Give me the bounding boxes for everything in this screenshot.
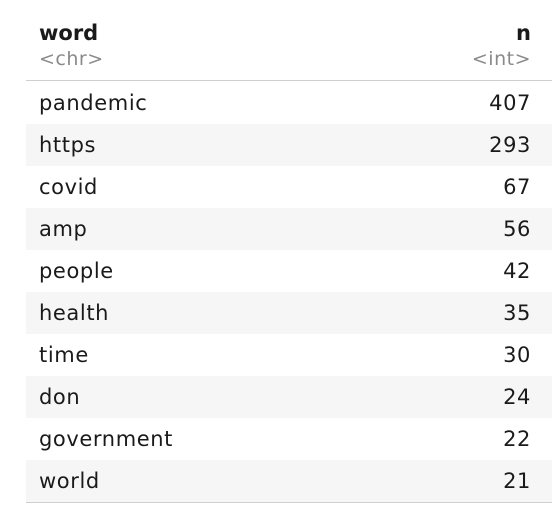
column-type: <int>: [471, 48, 531, 70]
table-row: amp 56: [26, 208, 552, 250]
table-row: time 30: [26, 334, 552, 376]
cell-word: don: [39, 385, 81, 409]
table-row: https 293: [26, 124, 552, 166]
table-header: word <chr> n <int>: [26, 20, 552, 81]
table-bottom-border: [26, 502, 552, 503]
table-body: pandemic 407 https 293 covid 67 amp 56 p…: [26, 81, 552, 502]
cell-word: people: [39, 259, 114, 283]
cell-word: covid: [39, 175, 98, 199]
table-row: don 24: [26, 376, 552, 418]
cell-word: health: [39, 301, 110, 325]
cell-word: government: [39, 427, 174, 451]
table-row: government 22: [26, 418, 552, 460]
column-name: word: [39, 21, 99, 45]
column-header-n[interactable]: n <int>: [472, 20, 531, 72]
column-header-word[interactable]: word <chr>: [39, 20, 104, 72]
cell-n: 21: [503, 469, 531, 493]
cell-word: world: [39, 469, 100, 493]
cell-n: 293: [489, 133, 531, 157]
cell-n: 42: [503, 259, 531, 283]
cell-word: pandemic: [39, 91, 148, 115]
cell-n: 67: [503, 175, 531, 199]
cell-n: 24: [503, 385, 531, 409]
cell-word: amp: [39, 217, 88, 241]
cell-n: 35: [503, 301, 531, 325]
cell-n: 22: [503, 427, 531, 451]
column-name: n: [516, 21, 531, 45]
table-row: pandemic 407: [26, 82, 552, 124]
cell-n: 56: [503, 217, 531, 241]
table-row: health 35: [26, 292, 552, 334]
table-row: covid 67: [26, 166, 552, 208]
column-type: <chr>: [39, 48, 104, 70]
table-row: world 21: [26, 460, 552, 502]
cell-word: time: [39, 343, 89, 367]
cell-n: 407: [489, 91, 531, 115]
data-table: word <chr> n <int> pandemic 407 https 29…: [26, 20, 552, 503]
table-row: people 42: [26, 250, 552, 292]
cell-n: 30: [503, 343, 531, 367]
cell-word: https: [39, 133, 97, 157]
